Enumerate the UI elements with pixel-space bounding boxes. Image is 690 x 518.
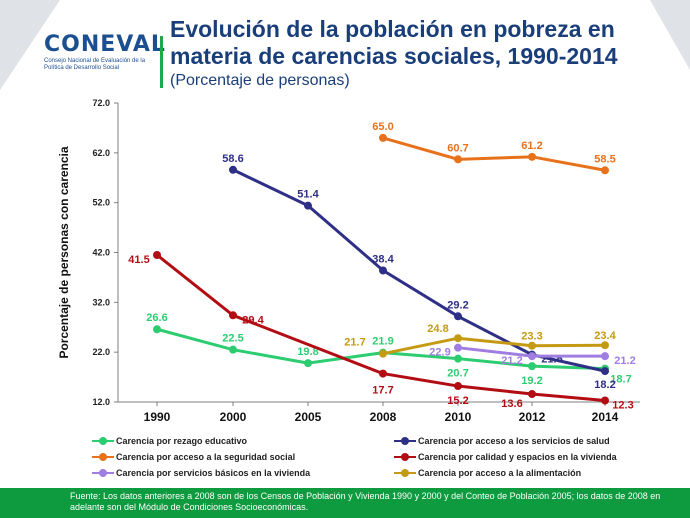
y-tick-label: 42.0 — [92, 248, 110, 258]
footer-bar: Fuente: Los datos anteriores a 2008 son … — [0, 488, 690, 518]
y-tick-label: 32.0 — [92, 297, 110, 307]
data-label: 18.2 — [594, 379, 615, 391]
data-label: 61.2 — [521, 140, 542, 152]
data-label: 60.7 — [447, 142, 468, 154]
logo-wordmark: CONEVAL — [44, 32, 166, 57]
data-point — [528, 362, 536, 371]
legend-swatch — [92, 469, 114, 477]
data-label: 18.7 — [610, 374, 631, 386]
coneval-logo: CONEVAL Consejo Nacional de Evaluación d… — [44, 32, 166, 72]
data-label: 12.3 — [612, 400, 633, 412]
data-label: 29.4 — [242, 314, 264, 326]
data-point — [528, 152, 536, 161]
logo-subtitle: Consejo Nacional de Evaluación de la Pol… — [44, 58, 146, 71]
data-label: 20.7 — [447, 368, 468, 380]
series-line — [232, 168, 606, 373]
line-chart: 12.0 22.0 32.0 42.0 52.0 62.0 72.0 1990 2000 2005… — [57, 98, 640, 424]
data-point — [528, 341, 536, 350]
data-label: 58.5 — [594, 153, 615, 165]
x-tick-label: 2008 — [370, 410, 397, 424]
data-point — [229, 165, 237, 174]
data-label: 22.5 — [222, 333, 243, 345]
data-label: 51.4 — [297, 189, 319, 201]
data-point — [601, 166, 609, 175]
data-label: 38.4 — [372, 253, 394, 265]
data-label: 23.3 — [521, 331, 542, 343]
data-point — [454, 334, 462, 343]
data-label: 19.2 — [521, 375, 542, 387]
data-label: 23.4 — [594, 330, 616, 342]
data-label: 29.2 — [447, 299, 468, 311]
data-label: 21.2 — [501, 355, 522, 367]
x-tick-label: 2014 — [592, 410, 619, 424]
data-point — [528, 390, 536, 399]
data-label: 24.8 — [427, 323, 448, 335]
x-tick-label: 2010 — [445, 410, 472, 424]
title-accent-bar — [160, 36, 163, 88]
data-point — [153, 325, 161, 334]
data-point — [379, 133, 387, 142]
y-tick-label: 62.0 — [92, 148, 110, 158]
data-label: 58.6 — [222, 153, 243, 165]
data-point — [601, 367, 609, 376]
data-point — [454, 343, 462, 352]
x-tick-label: 1990 — [144, 410, 171, 424]
x-tick-label: 2000 — [220, 410, 247, 424]
page-subtitle: (Porcentaje de personas) — [170, 72, 350, 89]
data-point — [528, 352, 536, 361]
data-point — [601, 352, 609, 361]
data-point — [454, 382, 462, 391]
data-point — [379, 266, 387, 275]
data-label: 15.2 — [447, 395, 468, 407]
data-point — [454, 312, 462, 321]
page-title: Evolución de la población en pobreza en … — [170, 16, 618, 69]
data-label: 19.8 — [297, 346, 318, 358]
series-line — [382, 336, 606, 356]
data-point — [454, 155, 462, 164]
corner-decoration-right — [650, 0, 690, 70]
legend-swatch — [394, 469, 416, 477]
data-label: 26.6 — [146, 312, 167, 324]
data-point — [379, 349, 387, 358]
data-label: 41.5 — [128, 254, 149, 266]
y-axis-title: Porcentaje de personas con carencia — [57, 146, 71, 358]
y-tick-label: 12.0 — [92, 397, 110, 407]
y-tick-label: 52.0 — [92, 198, 110, 208]
source-note: Fuente: Los datos anteriores a 2008 son … — [70, 491, 661, 512]
data-label: 21.7 — [344, 337, 365, 349]
data-point — [454, 354, 462, 363]
x-tick-label: 2005 — [295, 410, 322, 424]
data-label: 13.6 — [501, 398, 522, 410]
data-label: 65.0 — [372, 121, 393, 133]
y-tick-label: 72.0 — [92, 98, 110, 108]
data-point — [601, 396, 609, 405]
y-tick-label: 22.0 — [92, 347, 110, 357]
data-point — [229, 345, 237, 354]
data-point — [153, 250, 161, 259]
corner-decoration-left — [0, 0, 60, 90]
data-label: 21.9 — [372, 336, 393, 348]
series-line — [382, 136, 606, 172]
data-label: 17.7 — [372, 385, 393, 397]
x-tick-label: 2012 — [519, 410, 546, 424]
data-label: 22.9 — [429, 347, 450, 359]
data-label: 21.2 — [614, 355, 635, 367]
series-line — [156, 253, 606, 402]
data-point — [229, 311, 237, 320]
data-point — [304, 201, 312, 210]
data-point — [601, 341, 609, 350]
data-point — [304, 359, 312, 368]
data-point — [379, 369, 387, 378]
